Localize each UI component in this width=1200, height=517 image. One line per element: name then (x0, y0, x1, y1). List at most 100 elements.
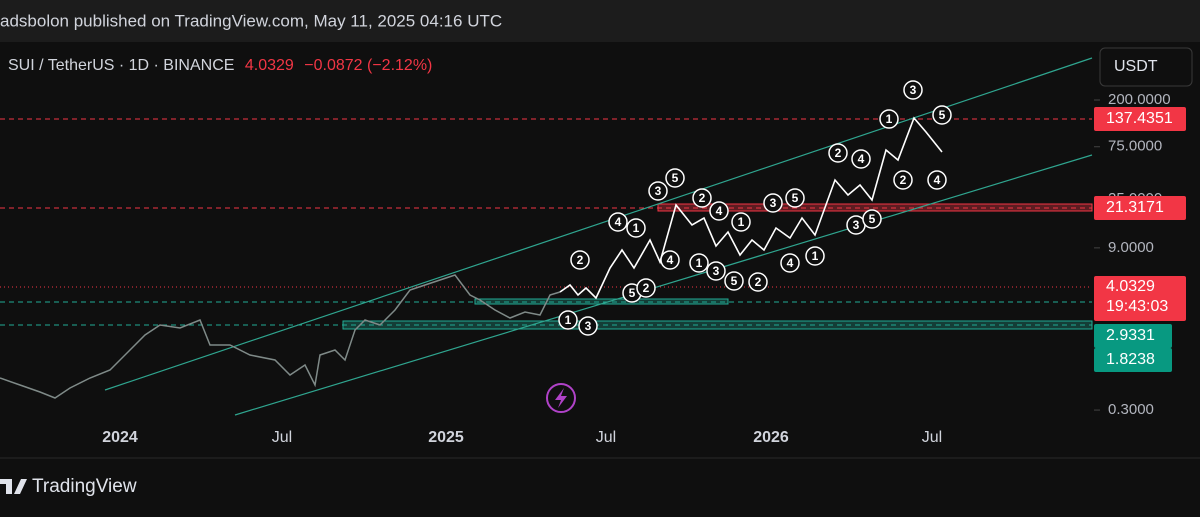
wave-label: 2 (755, 275, 762, 289)
wave-circle (578, 316, 598, 336)
price-tick-label: 0.3000 (1108, 401, 1154, 418)
wave-label: 5 (672, 171, 679, 185)
price-tag-bg (1094, 348, 1172, 372)
wave-label: 3 (655, 184, 662, 198)
wave-label: 5 (939, 108, 946, 122)
wave-circle (709, 201, 729, 221)
price-tick-label: 200.0000 (1108, 91, 1171, 108)
time-tick-label: 2026 (753, 429, 789, 446)
time-tick-label: Jul (922, 429, 942, 446)
wave-label: 2 (577, 253, 584, 267)
change: −0.0872 (−2.12%) (304, 57, 432, 74)
price-tag: 19:43:03 (1106, 298, 1168, 315)
price-tag: 137.4351 (1106, 110, 1173, 127)
wave-circle (862, 209, 882, 229)
price-history (0, 274, 561, 399)
wave-circle (665, 168, 685, 188)
price: 4.0329 (245, 57, 294, 74)
price-tag: 2.9331 (1106, 327, 1155, 344)
price-tag-bg (1094, 107, 1186, 131)
channel-line (234, 154, 1093, 416)
currency-label: USDT (1114, 58, 1158, 75)
wave-circle (805, 246, 825, 266)
symbol: SUI / TetherUS · 1D · BINANCE (8, 57, 234, 74)
wave-circle (558, 310, 578, 330)
price-tag: 1.8238 (1106, 351, 1155, 368)
wave-circle (626, 218, 646, 238)
price-tag-bg (1094, 276, 1186, 321)
time-tick-label: Jul (272, 429, 292, 446)
wave-circle (903, 80, 923, 100)
price-tick-label: 75.0000 (1108, 138, 1162, 155)
wave-label: 5 (629, 286, 636, 300)
support-zone (342, 320, 1093, 330)
top-bar (0, 0, 1200, 42)
wave-circle (893, 170, 913, 190)
wave-circle (748, 272, 768, 292)
wave-circle (570, 250, 590, 270)
wave-circle (648, 181, 668, 201)
time-tick-label: 2024 (102, 429, 138, 446)
footer (0, 458, 1200, 512)
channel-line (104, 57, 1093, 391)
wave-circle (927, 170, 947, 190)
wave-label: 5 (731, 274, 738, 288)
wave-label: 3 (910, 83, 917, 97)
wave-label: 1 (886, 112, 893, 126)
publish-info: adsbolon published on TradingView.com, M… (0, 11, 502, 30)
event-icon[interactable] (546, 383, 576, 413)
price-tag-bg (1094, 196, 1186, 220)
wave-label: 3 (585, 319, 592, 333)
price-tag: 4.0329 (1106, 278, 1155, 295)
price-labels: 137.4351 21.3171 4.0329 19:43:03 2.9331 1.823… (1094, 107, 1186, 372)
wave-label: 2 (699, 191, 706, 205)
legend: SUI / TetherUS · 1D · BINANCE 4.0329 −0.… (8, 57, 432, 74)
wave-circle (689, 253, 709, 273)
wave-circle (724, 271, 744, 291)
wave-label: 3 (713, 264, 720, 278)
wave-circle (692, 188, 712, 208)
wave-label: 2 (900, 173, 907, 187)
wave-circle (780, 253, 800, 273)
wave-label: 5 (792, 191, 799, 205)
wave-label: 1 (633, 221, 640, 235)
wave-label: 1 (812, 249, 819, 263)
wave-label: 4 (934, 173, 941, 187)
wave-label: 1 (696, 256, 703, 270)
wave-label: 3 (853, 218, 860, 232)
wave-label: 4 (787, 256, 794, 270)
wave-circle (731, 212, 751, 232)
wave-label: 5 (869, 212, 876, 226)
time-tick-label: Jul (596, 429, 616, 446)
brand: TradingView (32, 476, 137, 497)
wave-label: 4 (615, 215, 622, 229)
wave-label: 4 (858, 152, 865, 166)
wave-label: 3 (770, 196, 777, 210)
wave-circle (660, 250, 680, 270)
price-tick-label: 9.0000 (1108, 239, 1154, 256)
wave-circle (608, 212, 628, 232)
wave-label: 4 (667, 253, 674, 267)
wave-label: 2 (643, 281, 650, 295)
wave-label: 4 (716, 204, 723, 218)
wave-label: 2 (835, 146, 842, 160)
currency-button[interactable] (1099, 47, 1193, 87)
wave-circle (879, 109, 899, 129)
wave-circle (851, 149, 871, 169)
wave-circle (636, 278, 656, 298)
price-tag: 21.3171 (1106, 199, 1164, 216)
wave-label: 1 (738, 215, 745, 229)
wave-circle (706, 261, 726, 281)
wave-circle (785, 188, 805, 208)
logo (0, 479, 27, 494)
wave-circle (932, 105, 952, 125)
price-tag-bg (1094, 324, 1172, 348)
wave-circle (828, 143, 848, 163)
time-tick-label: 2025 (428, 429, 464, 446)
projection-path (559, 116, 943, 300)
wave-label: 1 (565, 313, 572, 327)
lightning (555, 388, 567, 408)
